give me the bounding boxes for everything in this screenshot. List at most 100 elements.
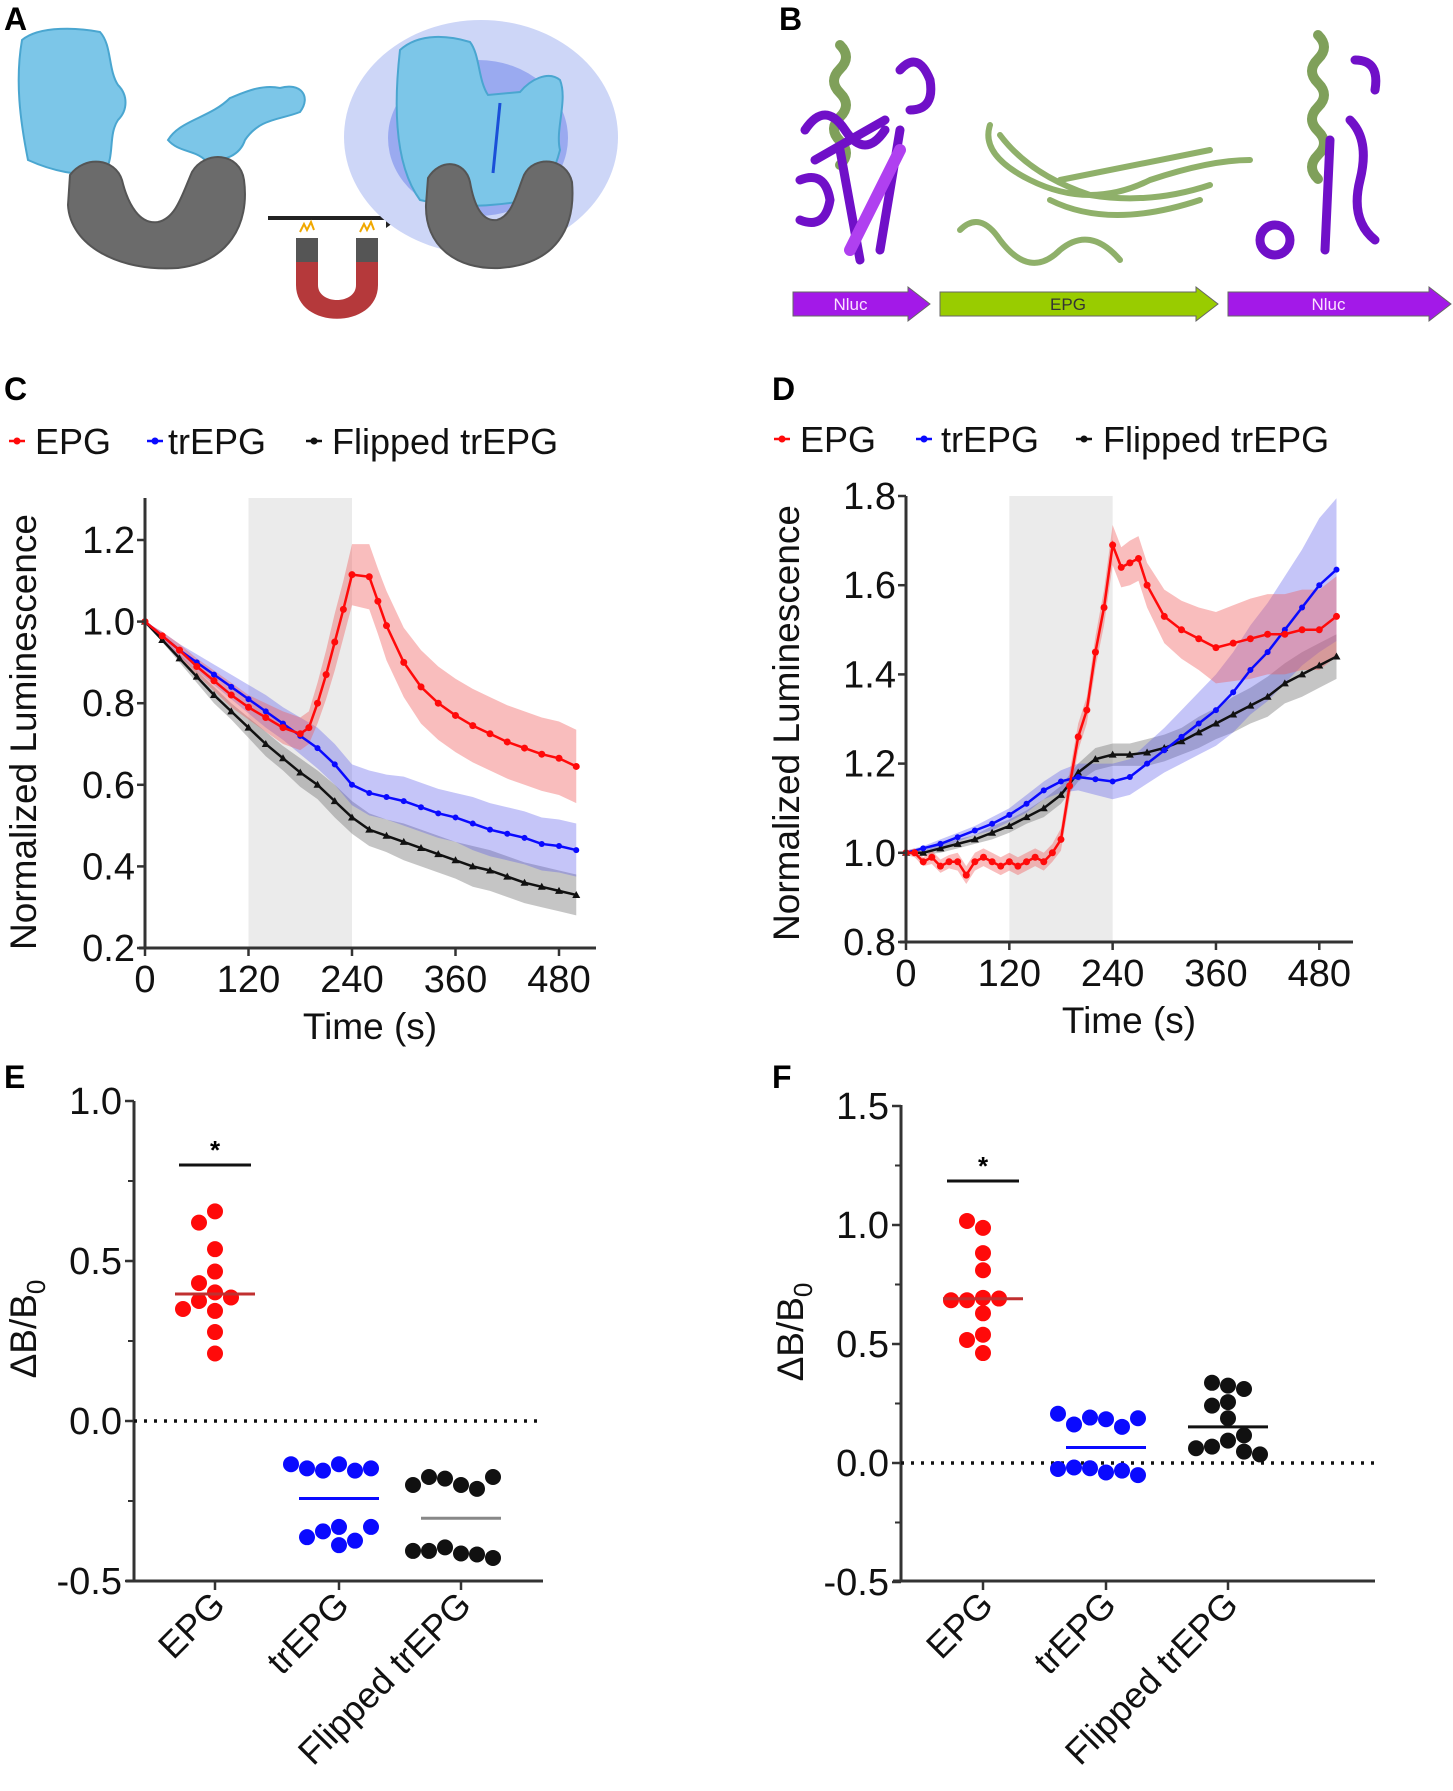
data-point-epg: [503, 738, 511, 746]
data-point-trepg: [452, 814, 459, 821]
nluc-left-strand: [844, 144, 906, 256]
x-tick-label: 360: [424, 959, 487, 1001]
data-point-epg: [1057, 835, 1065, 843]
data-point-flipped-trepg: [469, 1546, 485, 1563]
data-point-flipped-trepg: [572, 890, 581, 898]
data-point-flipped-trepg: [485, 1549, 501, 1566]
data-point-epg: [223, 1289, 239, 1306]
data-point-epg: [296, 730, 304, 738]
data-point-flipped-trepg: [399, 837, 408, 845]
data-point-flipped-trepg: [1252, 1446, 1268, 1463]
data-point-trepg: [1057, 778, 1064, 785]
data-point-trepg: [954, 834, 961, 841]
data-point-trepg: [1023, 800, 1030, 807]
data-point-flipped-trepg: [421, 1542, 437, 1559]
data-point-trepg: [1333, 566, 1340, 573]
data-point-trepg: [1050, 1460, 1066, 1477]
data-point-flipped-trepg: [953, 839, 962, 847]
data-point-trepg: [1178, 733, 1185, 740]
legend-marker-epg: [13, 437, 21, 445]
data-point-epg: [1040, 858, 1048, 866]
panel-letter-f: F: [772, 1059, 792, 1095]
error-band-epg: [145, 544, 577, 804]
data-point-trepg: [331, 1456, 347, 1473]
data-point-flipped-trepg: [555, 886, 563, 894]
data-point-epg: [207, 1324, 223, 1341]
data-point-flipped-trepg: [1194, 728, 1203, 736]
data-point-epg: [1315, 626, 1323, 634]
data-point-trepg: [1040, 787, 1047, 794]
data-point-epg: [339, 605, 347, 613]
data-point-flipped-trepg: [1280, 679, 1289, 687]
data-point-flipped-trepg: [1108, 750, 1117, 758]
data-point-trepg: [1130, 1467, 1146, 1484]
data-point-trepg: [283, 1456, 299, 1473]
data-point-epg: [979, 853, 987, 861]
data-point-epg: [176, 646, 183, 654]
data-point-flipped-trepg: [453, 1545, 469, 1562]
data-point-epg: [469, 722, 477, 730]
data-point-trepg: [400, 798, 407, 805]
data-point-flipped-trepg: [468, 862, 477, 870]
data-point-flipped-trepg: [405, 1542, 421, 1559]
y-tick-label: 1.0: [69, 1081, 122, 1123]
y-tick-label: 0.2: [82, 928, 135, 970]
linker-line: [491, 102, 502, 174]
data-point-epg: [1031, 853, 1039, 861]
data-point-flipped-trepg: [1263, 692, 1272, 700]
data-point-epg: [572, 762, 580, 770]
data-point-trepg: [971, 827, 978, 834]
data-point-epg: [486, 730, 494, 738]
y-tick-label: 0.5: [836, 1324, 889, 1366]
category-label: EPG: [918, 1584, 1001, 1667]
y-tick-label: 0.5: [69, 1241, 122, 1283]
data-point-flipped-trepg: [434, 850, 443, 858]
data-point-trepg: [299, 1460, 315, 1477]
data-point-trepg: [383, 794, 390, 801]
data-point-epg: [1298, 626, 1306, 634]
x-axis-title: Time (s): [1062, 1000, 1196, 1041]
data-point-epg: [1195, 635, 1203, 643]
data-point-epg: [245, 703, 252, 711]
data-point-epg: [1178, 626, 1186, 634]
data-point-epg: [1066, 782, 1074, 790]
construct-arrow-nluc: [1227, 285, 1452, 323]
data-point-epg: [374, 597, 382, 605]
stimulus-shaded-region: [248, 498, 352, 948]
error-band-trepg: [906, 498, 1337, 856]
data-point-flipped-trepg: [1074, 768, 1083, 776]
data-point-flipped-trepg: [970, 835, 979, 843]
construct-label: Nluc: [1311, 295, 1346, 314]
data-point-flipped-trepg: [296, 768, 305, 776]
data-point-flipped-trepg: [1246, 701, 1255, 709]
data-point-trepg: [315, 1462, 331, 1479]
data-point-epg: [1023, 858, 1031, 866]
data-point-epg: [1091, 648, 1099, 656]
data-point-flipped-trepg: [1022, 813, 1031, 821]
y-tick-label: 1.8: [843, 476, 896, 518]
data-point-trepg: [1006, 811, 1013, 818]
data-point-epg: [314, 699, 321, 707]
data-point-flipped-trepg: [210, 691, 218, 699]
protein-domain-right-icon: [166, 85, 306, 162]
data-point-flipped-trepg: [1188, 1440, 1204, 1457]
data-point-epg: [262, 713, 270, 721]
legend-marker-trepg: [151, 437, 159, 445]
data-point-trepg: [366, 789, 373, 796]
data-point-flipped-trepg: [486, 866, 494, 874]
data-point-epg: [1333, 612, 1340, 620]
data-point-trepg: [1066, 1459, 1082, 1476]
category-label: EPG: [150, 1584, 233, 1667]
data-point-flipped-trepg: [1315, 661, 1324, 669]
data-point-trepg: [1050, 1405, 1066, 1422]
data-point-epg: [538, 750, 546, 758]
y-tick-label: 0.8: [843, 922, 896, 964]
data-point-flipped-trepg: [1005, 822, 1014, 830]
error-band-epg: [906, 524, 1337, 885]
data-point-trepg: [1316, 582, 1323, 589]
data-point-epg: [988, 858, 996, 866]
legend-label-epg: EPG: [800, 419, 876, 460]
data-point-flipped-trepg: [417, 844, 425, 852]
x-tick-label: 120: [978, 953, 1041, 995]
significance-star: *: [210, 1135, 221, 1165]
